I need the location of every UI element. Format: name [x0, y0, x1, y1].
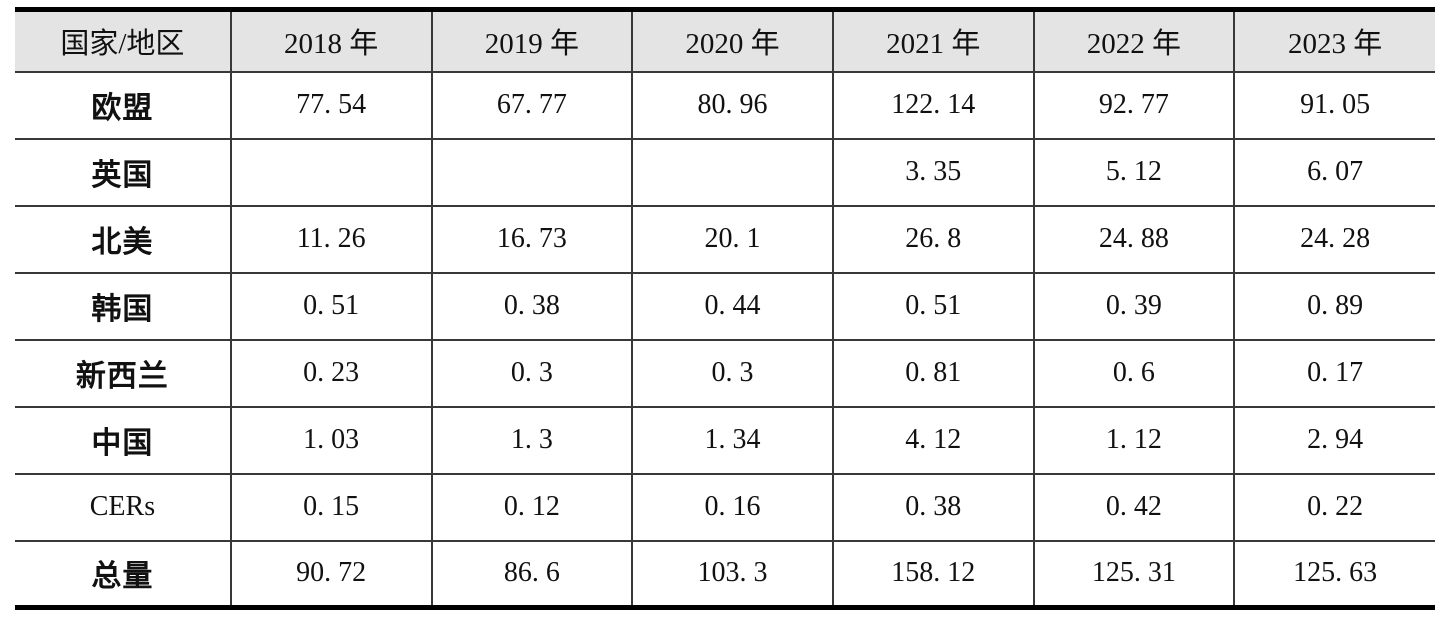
value-cell: 90. 72 [229, 539, 433, 609]
value-cell: 0. 51 [831, 271, 1035, 341]
value-cell: 158. 12 [831, 539, 1035, 609]
value-cell: 125. 31 [1032, 539, 1236, 609]
table-row: CERs 0. 15 0. 12 0. 16 0. 38 0. 42 0. 22 [14, 472, 1436, 542]
value-cell: 2. 94 [1233, 405, 1436, 475]
value-cell: 0. 15 [229, 472, 433, 542]
row-label: 北美 [14, 204, 232, 274]
value-cell: 103. 3 [631, 539, 834, 609]
value-cell: 92. 77 [1032, 70, 1236, 140]
value-cell: 0. 51 [229, 271, 433, 341]
column-header-year: 2020 年 [631, 8, 834, 73]
value-cell: 24. 88 [1032, 204, 1236, 274]
value-cell: 1. 34 [631, 405, 834, 475]
value-cell: 26. 8 [831, 204, 1035, 274]
row-label: 中国 [14, 405, 232, 475]
row-label: CERs [14, 472, 232, 542]
value-cell: 0. 23 [229, 338, 433, 408]
value-cell [229, 137, 433, 207]
table-row: 北美 11. 26 16. 73 20. 1 26. 8 24. 88 24. 28 [14, 204, 1436, 274]
value-cell: 77. 54 [229, 70, 433, 140]
value-cell: 1. 12 [1032, 405, 1236, 475]
value-cell: 122. 14 [831, 70, 1035, 140]
value-cell: 67. 77 [430, 70, 634, 140]
value-cell [631, 137, 834, 207]
value-cell: 24. 28 [1233, 204, 1436, 274]
value-cell: 0. 38 [430, 271, 634, 341]
table-header: 国家/地区 2018 年 2019 年 2020 年 2021 年 2022 年 2023 … [14, 8, 1436, 73]
table-body: 欧盟 77. 54 67. 77 80. 96 122. 14 92. 77 91. 05 英… [14, 70, 1436, 609]
value-cell: 0. 12 [430, 472, 634, 542]
column-header-year: 2018 年 [229, 8, 433, 73]
value-cell: 0. 22 [1233, 472, 1436, 542]
value-cell: 0. 3 [430, 338, 634, 408]
value-cell [430, 137, 634, 207]
value-cell: 1. 03 [229, 405, 433, 475]
column-header-year: 2021 年 [831, 8, 1035, 73]
row-label: 新西兰 [14, 338, 232, 408]
value-cell: 0. 38 [831, 472, 1035, 542]
value-cell: 0. 89 [1233, 271, 1436, 341]
table-row: 新西兰 0. 23 0. 3 0. 3 0. 81 0. 6 0. 17 [14, 338, 1436, 408]
value-cell: 0. 3 [631, 338, 834, 408]
column-header-region: 国家/地区 [14, 8, 232, 73]
value-cell: 4. 12 [831, 405, 1035, 475]
value-cell: 0. 6 [1032, 338, 1236, 408]
value-cell: 86. 6 [430, 539, 634, 609]
table-row: 韩国 0. 51 0. 38 0. 44 0. 51 0. 39 0. 89 [14, 271, 1436, 341]
value-cell: 125. 63 [1233, 539, 1436, 609]
value-cell: 0. 42 [1032, 472, 1236, 542]
value-cell: 5. 12 [1032, 137, 1236, 207]
value-cell: 11. 26 [229, 204, 433, 274]
table-row: 英国 3. 35 5. 12 6. 07 [14, 137, 1436, 207]
row-label: 英国 [14, 137, 232, 207]
row-label: 韩国 [14, 271, 232, 341]
value-cell: 0. 16 [631, 472, 834, 542]
row-label: 欧盟 [14, 70, 232, 140]
value-cell: 20. 1 [631, 204, 834, 274]
table-row: 欧盟 77. 54 67. 77 80. 96 122. 14 92. 77 91. 05 [14, 70, 1436, 140]
column-header-year: 2022 年 [1032, 8, 1236, 73]
value-cell: 0. 81 [831, 338, 1035, 408]
value-cell: 1. 3 [430, 405, 634, 475]
value-cell: 16. 73 [430, 204, 634, 274]
table-row: 总量 90. 72 86. 6 103. 3 158. 12 125. 31 125. 63 [14, 539, 1436, 609]
value-cell: 91. 05 [1233, 70, 1436, 140]
value-cell: 0. 17 [1233, 338, 1436, 408]
column-header-year: 2019 年 [430, 8, 634, 73]
row-label: 总量 [14, 539, 232, 609]
carbon-market-volume-table: 国家/地区 2018 年 2019 年 2020 年 2021 年 2022 年 2023 … [14, 7, 1436, 610]
value-cell: 6. 07 [1233, 137, 1436, 207]
value-cell: 3. 35 [831, 137, 1035, 207]
table-row: 中国 1. 03 1. 3 1. 34 4. 12 1. 12 2. 94 [14, 405, 1436, 475]
header-row: 国家/地区 2018 年 2019 年 2020 年 2021 年 2022 年 2023 … [14, 8, 1436, 73]
column-header-year: 2023 年 [1233, 8, 1436, 73]
value-cell: 0. 44 [631, 271, 834, 341]
value-cell: 80. 96 [631, 70, 834, 140]
value-cell: 0. 39 [1032, 271, 1236, 341]
